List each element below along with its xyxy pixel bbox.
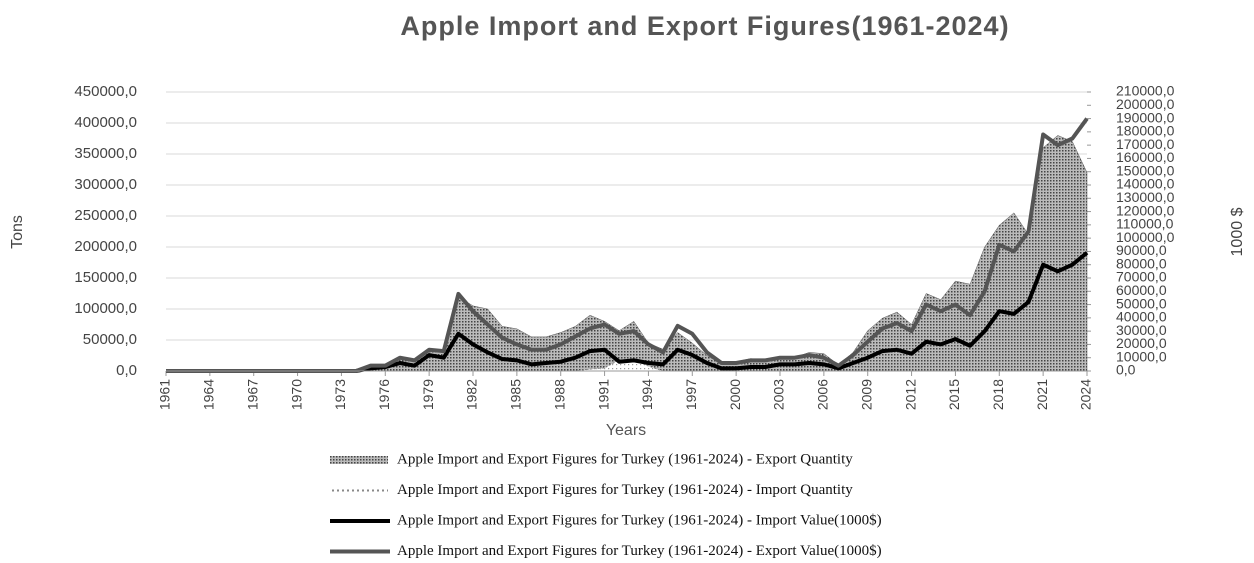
x-tick-label: 2006	[815, 379, 831, 410]
y-tick-label: 400000,0	[74, 114, 137, 131]
x-tick-label: 2021	[1034, 379, 1050, 410]
chart-title: Apple Import and Export Figures(1961-202…	[400, 11, 1009, 41]
y2-tick-label: 170000,0	[1116, 136, 1175, 152]
x-tick-label: 1967	[244, 379, 260, 410]
y2-tick-label: 130000,0	[1116, 189, 1175, 205]
y-tick-label: 100000,0	[74, 300, 137, 317]
legend-label: Apple Import and Export Figures for Turk…	[397, 451, 853, 467]
y2-tick-label: 190000,0	[1116, 109, 1175, 125]
y-axis-label: Tons	[9, 215, 26, 249]
y-tick-label: 50000,0	[83, 331, 137, 348]
legend-label: Apple Import and Export Figures for Turk…	[397, 543, 882, 559]
x-tick-label: 2018	[990, 379, 1006, 410]
x-tick-label: 2012	[902, 379, 918, 410]
y2-tick-label: 10000,0	[1116, 348, 1167, 364]
x-tick-label: 2003	[771, 379, 787, 410]
y2-tick-label: 0,0	[1116, 362, 1136, 378]
y2-tick-label: 120000,0	[1116, 202, 1175, 218]
y2-tick-label: 20000,0	[1116, 335, 1167, 351]
y2-tick-label: 40000,0	[1116, 309, 1167, 325]
x-tick-label: 1997	[683, 379, 699, 410]
x-tick-label: 2000	[727, 379, 743, 410]
x-tick-label: 1964	[201, 379, 217, 410]
y-tick-label: 150000,0	[74, 269, 137, 286]
y2-tick-label: 80000,0	[1116, 255, 1167, 271]
x-tick-label: 1982	[464, 379, 480, 410]
y-tick-label: 0,0	[116, 362, 137, 379]
y2-tick-label: 90000,0	[1116, 242, 1167, 258]
x-tick-label: 1979	[420, 379, 436, 410]
y2-tick-label: 210000,0	[1116, 83, 1175, 99]
x-tick-label: 1991	[595, 379, 611, 410]
legend-label: Apple Import and Export Figures for Turk…	[397, 512, 882, 528]
y2-tick-label: 150000,0	[1116, 162, 1175, 178]
y2-tick-label: 200000,0	[1116, 96, 1175, 112]
x-tick-label: 1994	[639, 379, 655, 410]
y-tick-label: 450000,0	[74, 83, 137, 100]
x-tick-label: 2015	[946, 379, 962, 410]
y-tick-label: 250000,0	[74, 207, 137, 224]
y-tick-label: 200000,0	[74, 238, 137, 255]
y2-tick-label: 180000,0	[1116, 123, 1175, 139]
y2-tick-label: 110000,0	[1116, 216, 1174, 232]
y2-tick-label: 60000,0	[1116, 282, 1167, 298]
x-tick-label: 1985	[508, 379, 524, 410]
x-axis-label: Years	[606, 422, 646, 439]
x-tick-label: 1973	[332, 379, 348, 410]
x-tick-label: 1961	[157, 379, 173, 410]
y2-tick-label: 100000,0	[1116, 229, 1175, 245]
area	[166, 135, 1088, 372]
x-tick-label: 1988	[551, 379, 567, 410]
y2-axis-label: 1000 $	[1229, 207, 1246, 256]
y2-tick-label: 50000,0	[1116, 295, 1167, 311]
y2-tick-label: 30000,0	[1116, 322, 1167, 338]
x-tick-label: 1970	[288, 379, 304, 410]
y-tick-label: 350000,0	[74, 145, 137, 162]
legend-swatch	[330, 456, 388, 464]
y2-tick-label: 140000,0	[1116, 176, 1175, 192]
legend-label: Apple Import and Export Figures for Turk…	[397, 482, 853, 498]
y-tick-label: 300000,0	[74, 176, 137, 193]
x-tick-label: 1976	[376, 379, 392, 410]
x-tick-label: 2024	[1078, 379, 1094, 410]
y2-tick-label: 160000,0	[1116, 149, 1175, 165]
y2-tick-label: 70000,0	[1116, 269, 1167, 285]
x-tick-label: 2009	[858, 379, 874, 410]
